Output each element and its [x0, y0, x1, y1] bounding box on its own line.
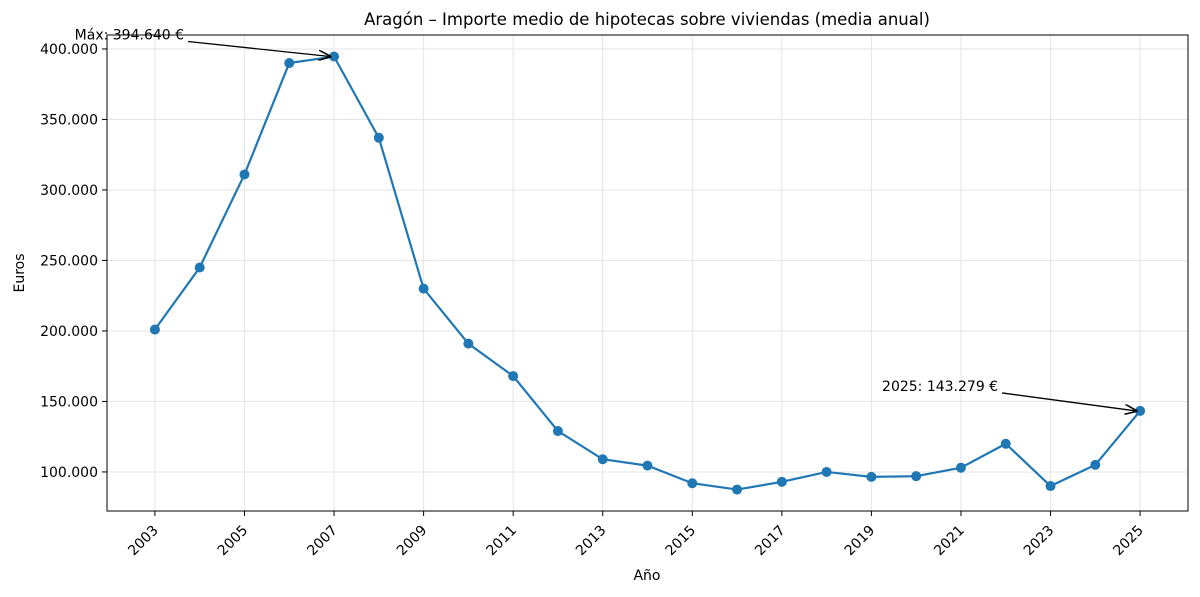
x-tick-label: 2023 [1021, 523, 1058, 560]
x-tick-label: 2003 [125, 523, 162, 560]
point [732, 484, 743, 495]
x-tick-label: 2019 [842, 523, 879, 560]
x-tick-label: 2021 [931, 523, 968, 560]
x-tick-label: 2025 [1110, 523, 1147, 560]
point [329, 51, 340, 62]
y-tick-label: 200.000 [40, 324, 98, 340]
y-axis-label: Euros [12, 253, 28, 292]
point [508, 371, 519, 382]
y-tick-label: 300.000 [40, 183, 98, 199]
point [463, 338, 474, 349]
point [1090, 459, 1101, 470]
point [373, 132, 384, 143]
point [687, 478, 698, 489]
point [418, 283, 429, 294]
point [1045, 481, 1056, 492]
point [552, 426, 563, 437]
annotation: 2025: 143.279 € [882, 379, 998, 395]
plot-frame [106, 34, 1189, 512]
point [597, 454, 608, 465]
point [284, 58, 295, 69]
point [821, 466, 832, 477]
x-tick-label: 2015 [663, 523, 700, 560]
annotation: Máx: 394.640 € [75, 28, 184, 44]
point [642, 460, 653, 471]
annotation-arrow [187, 40, 330, 57]
y-tick-label: 350.000 [40, 112, 98, 128]
point [149, 324, 160, 335]
x-tick-label: 2013 [573, 523, 610, 560]
point [1000, 438, 1011, 449]
y-tick-label: 100.000 [40, 465, 98, 481]
point [194, 262, 205, 273]
point [866, 471, 877, 482]
x-tick-label: 2009 [394, 523, 431, 560]
x-tick-label: 2007 [304, 523, 341, 560]
point [955, 462, 966, 473]
x-tick-label: 2017 [752, 523, 789, 560]
point [911, 471, 922, 482]
x-tick-label: 2005 [215, 523, 252, 560]
annotation-arrow [1001, 392, 1136, 411]
x-axis-label: Año [633, 568, 660, 584]
point [1135, 405, 1146, 416]
y-tick-label: 250.000 [40, 253, 98, 269]
line-series [154, 55, 1141, 491]
chart-title: Aragón – Importe medio de hipotecas sobr… [364, 10, 930, 29]
x-tick-label: 2011 [483, 523, 520, 560]
y-tick-label: 400.000 [40, 42, 98, 58]
point [776, 476, 787, 487]
point [239, 169, 250, 180]
y-tick-label: 150.000 [40, 394, 98, 410]
